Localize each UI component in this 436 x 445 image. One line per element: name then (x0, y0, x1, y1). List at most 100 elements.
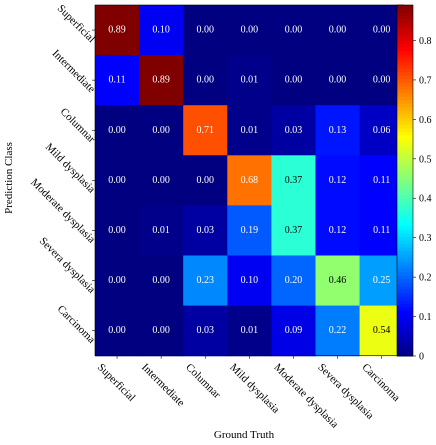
cell-value-label: 0.01 (241, 75, 259, 86)
cell-value-label: 0.00 (152, 325, 170, 336)
heatmap-cell (227, 55, 272, 106)
x-tick-label: Columnar (183, 361, 223, 401)
heatmap-value-labels: 0.89 0.10 0.00 0.00 0.00 0.00 0.00 0.11 0.89 0.00… (108, 25, 390, 337)
colorbar-segment (397, 285, 413, 290)
colorbar-segment (397, 29, 413, 34)
cell-value-label: 0.11 (373, 175, 390, 186)
colorbar-segment (397, 131, 413, 136)
cell-value-label: 0.00 (329, 75, 347, 86)
colorbar-segment (397, 292, 413, 297)
cell-value-label: 0.23 (197, 275, 215, 286)
cell-value-label: 0.01 (241, 125, 259, 136)
heatmap-cell (315, 105, 361, 156)
cell-value-label: 0.00 (285, 25, 303, 36)
heatmap-cell (95, 105, 140, 156)
colorbar-segment (397, 43, 413, 48)
x-tick-label: Superficial (95, 361, 138, 404)
colorbar-tick-label: 0.3 (419, 233, 432, 244)
colorbar-segment (397, 36, 413, 41)
heatmap-cell (183, 105, 228, 156)
cell-value-label: 0.89 (152, 75, 170, 86)
cell-value-label: 0.00 (285, 75, 303, 86)
colorbar-segment (397, 348, 413, 353)
colorbar-segment (397, 187, 413, 192)
colorbar-segment (397, 152, 413, 157)
colorbar-segment (397, 61, 413, 66)
colorbar-segment (397, 22, 413, 27)
cell-value-label: 0.06 (373, 125, 391, 136)
cell-value-label: 0.00 (197, 175, 215, 186)
colorbar-tick-label: 0.1 (419, 312, 432, 323)
colorbar-segment (397, 219, 413, 224)
cell-value-label: 0.01 (152, 225, 170, 236)
y-tick-label: Mild dysplasia (43, 141, 98, 196)
colorbar-segment (397, 205, 413, 210)
colorbar-frame (396, 4, 414, 357)
heatmap-cell (95, 155, 140, 206)
heatmap-cell (95, 205, 140, 257)
colorbar-segment (397, 257, 413, 262)
colorbar-segment (397, 317, 413, 322)
x-axis-title: Ground Truth (214, 429, 275, 441)
cell-value-label: 0.37 (285, 225, 303, 236)
colorbar-segment (397, 106, 413, 111)
colorbar-segment (397, 169, 413, 174)
colorbar-segment (397, 99, 413, 104)
heatmap-cell (183, 255, 228, 307)
heatmap-cell (227, 305, 272, 357)
cell-value-label: 0.00 (108, 175, 126, 186)
colorbar-segment (397, 338, 413, 343)
colorbar-segment (397, 117, 413, 122)
colorbar-segment (397, 201, 413, 206)
colorbar-segment (397, 222, 413, 227)
colorbar-segment (397, 110, 413, 115)
colorbar-segment (397, 50, 413, 55)
colorbar-segment (397, 68, 413, 73)
colorbar-segment (397, 120, 413, 125)
cell-value-label: 0.25 (373, 275, 391, 286)
cell-value-label: 0.00 (108, 325, 126, 336)
cell-value-label: 0.00 (197, 75, 215, 86)
colorbar-segment (397, 289, 413, 294)
heatmap-cell (271, 105, 317, 156)
x-tick-label: Intermediate (139, 361, 187, 409)
heatmap-cells (94, 4, 405, 357)
colorbar-segment (397, 303, 413, 308)
colorbar-segment (397, 278, 413, 283)
colorbar-segment (397, 162, 413, 167)
colorbar-segment (397, 92, 413, 97)
colorbar-segment (397, 191, 413, 196)
colorbar-segment (397, 212, 413, 217)
colorbar-segment (397, 166, 413, 171)
cell-value-label: 0.00 (108, 275, 126, 286)
cell-value-label: 0.00 (152, 175, 170, 186)
cell-value-label: 0.11 (108, 75, 125, 86)
colorbar-segment (397, 127, 413, 132)
colorbar-segment (397, 226, 413, 231)
y-tick-label: Intermediate (50, 47, 98, 95)
y-tick-label: Columnar (58, 106, 98, 146)
colorbar-segment (397, 243, 413, 248)
heatmap-cell (183, 5, 228, 56)
heatmap-cell (227, 205, 272, 257)
heatmap-cell (183, 205, 228, 257)
heatmap-cell (95, 255, 140, 307)
heatmap-cell (183, 305, 228, 357)
colorbar-segment (397, 334, 413, 339)
colorbar-segment (397, 236, 413, 241)
y-axis-title: Prediction Class (3, 142, 15, 214)
colorbar-segment (397, 208, 413, 213)
cell-value-label: 0.00 (373, 25, 391, 36)
heatmap-cell (183, 155, 228, 206)
colorbar-segment (397, 15, 413, 20)
colorbar-tick-label: 0 (419, 352, 424, 363)
heatmap-cell (139, 5, 184, 56)
heatmap-cell (227, 5, 272, 56)
colorbar-segment (397, 12, 413, 17)
heatmap-cell (139, 255, 184, 307)
cell-value-label: 0.13 (329, 125, 347, 136)
colorbar-segment (397, 313, 413, 318)
heatmap-cell (271, 155, 317, 206)
cell-value-label: 0.22 (329, 325, 347, 336)
